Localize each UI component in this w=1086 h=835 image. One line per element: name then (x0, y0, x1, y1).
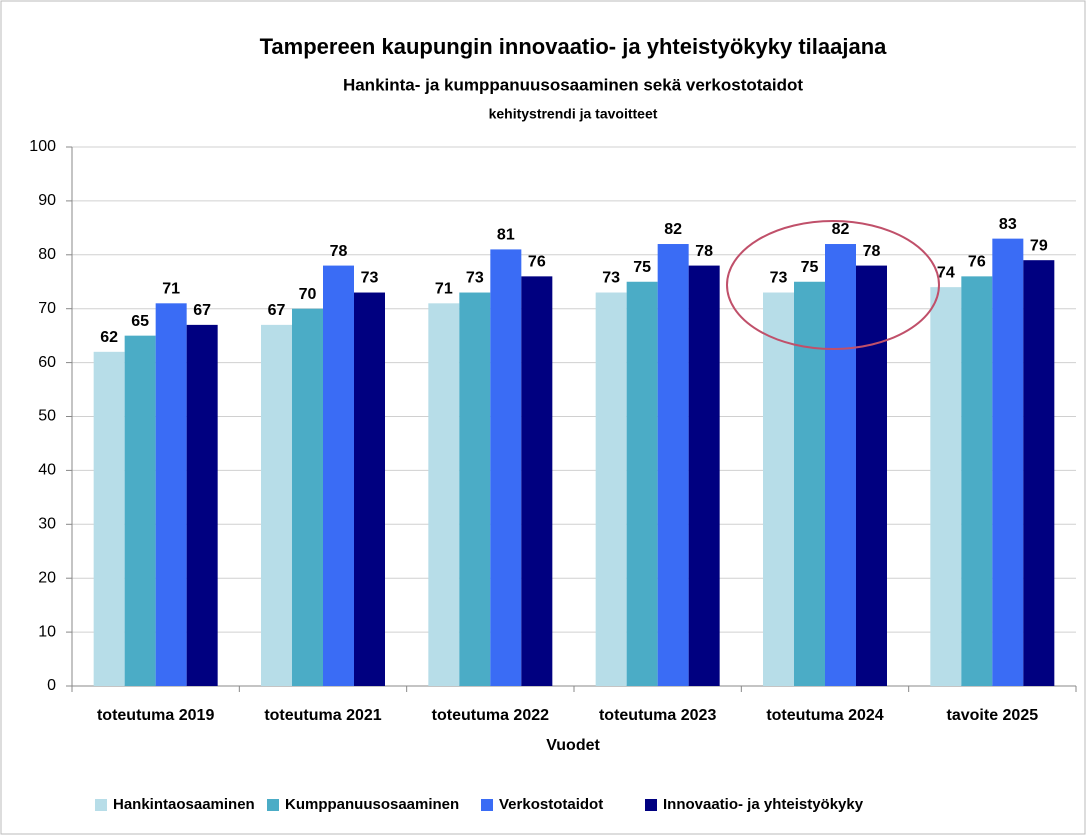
legend-label: Hankintaosaaminen (113, 796, 255, 813)
x-tick-label: toteutuma 2024 (766, 707, 883, 724)
data-label: 76 (528, 254, 546, 271)
data-label: 70 (299, 286, 317, 303)
data-label: 67 (268, 302, 286, 319)
legend-swatch (645, 799, 657, 811)
x-tick-label: toteutuma 2022 (432, 707, 549, 724)
y-tick-label: 10 (38, 623, 56, 640)
data-label: 73 (361, 270, 379, 287)
bar (459, 292, 491, 686)
data-label: 62 (100, 329, 118, 346)
bar (521, 276, 553, 686)
data-label: 82 (664, 221, 682, 238)
data-label: 83 (999, 216, 1017, 233)
x-tick-label: toteutuma 2021 (264, 707, 381, 724)
x-tick-label: toteutuma 2023 (599, 707, 716, 724)
legend-swatch (95, 799, 107, 811)
bar (992, 238, 1024, 686)
x-axis-label: Vuodet (546, 737, 600, 754)
bar (186, 324, 218, 686)
bar (124, 335, 156, 686)
bar (93, 351, 125, 686)
y-tick-label: 40 (38, 462, 56, 479)
data-label: 79 (1030, 237, 1048, 254)
data-label: 73 (602, 270, 620, 287)
bar (794, 281, 825, 686)
data-label: 78 (863, 243, 881, 260)
chart-title: Tampereen kaupungin innovaatio- ja yhtei… (260, 34, 888, 59)
bar (354, 292, 385, 686)
bar (155, 303, 187, 686)
y-tick-label: 90 (38, 192, 56, 209)
bar (490, 249, 522, 686)
data-label: 78 (695, 243, 713, 260)
data-label: 74 (937, 264, 955, 281)
data-label: 76 (968, 254, 986, 271)
legend-label: Kumppanuusosaaminen (285, 796, 459, 813)
highlight-circle (726, 220, 940, 350)
legend-swatch (267, 799, 279, 811)
y-tick-label: 50 (38, 408, 56, 425)
data-label: 75 (801, 259, 819, 276)
y-tick-label: 20 (38, 569, 56, 586)
x-tick-label: tavoite 2025 (947, 707, 1039, 724)
chart-subtitle: Hankinta- ja kumppanuusosaaminen sekä ve… (343, 75, 803, 94)
data-label: 75 (633, 259, 651, 276)
y-tick-label: 30 (38, 516, 56, 533)
legend-label: Innovaatio- ja yhteistyökyky (663, 796, 864, 813)
bar (626, 281, 658, 686)
chart-subsubtitle: kehitystrendi ja tavoitteet (489, 106, 658, 122)
bar (292, 308, 323, 686)
bar (763, 292, 794, 686)
bar (1023, 260, 1055, 686)
data-label: 78 (330, 243, 348, 260)
bar (961, 276, 993, 686)
bar (856, 265, 887, 686)
x-tick-label: toteutuma 2019 (97, 707, 214, 724)
y-tick-label: 60 (38, 354, 56, 371)
data-label: 67 (193, 302, 211, 319)
bar (930, 287, 962, 686)
data-label: 81 (497, 227, 515, 244)
data-label: 65 (131, 313, 149, 330)
data-label: 82 (832, 221, 850, 238)
bar (323, 265, 354, 686)
bar (261, 324, 292, 686)
bar (825, 244, 856, 686)
legend-label: Verkostotaidot (499, 796, 603, 813)
y-tick-label: 0 (47, 677, 56, 694)
y-tick-label: 100 (29, 138, 56, 155)
data-label: 73 (770, 270, 788, 287)
data-label: 73 (466, 270, 484, 287)
data-label: 71 (162, 281, 180, 298)
bar (688, 265, 720, 686)
bar (595, 292, 627, 686)
bar (428, 303, 460, 686)
y-tick-label: 80 (38, 246, 56, 263)
bar (657, 244, 689, 686)
y-tick-label: 70 (38, 300, 56, 317)
legend-swatch (481, 799, 493, 811)
data-label: 71 (435, 281, 453, 298)
